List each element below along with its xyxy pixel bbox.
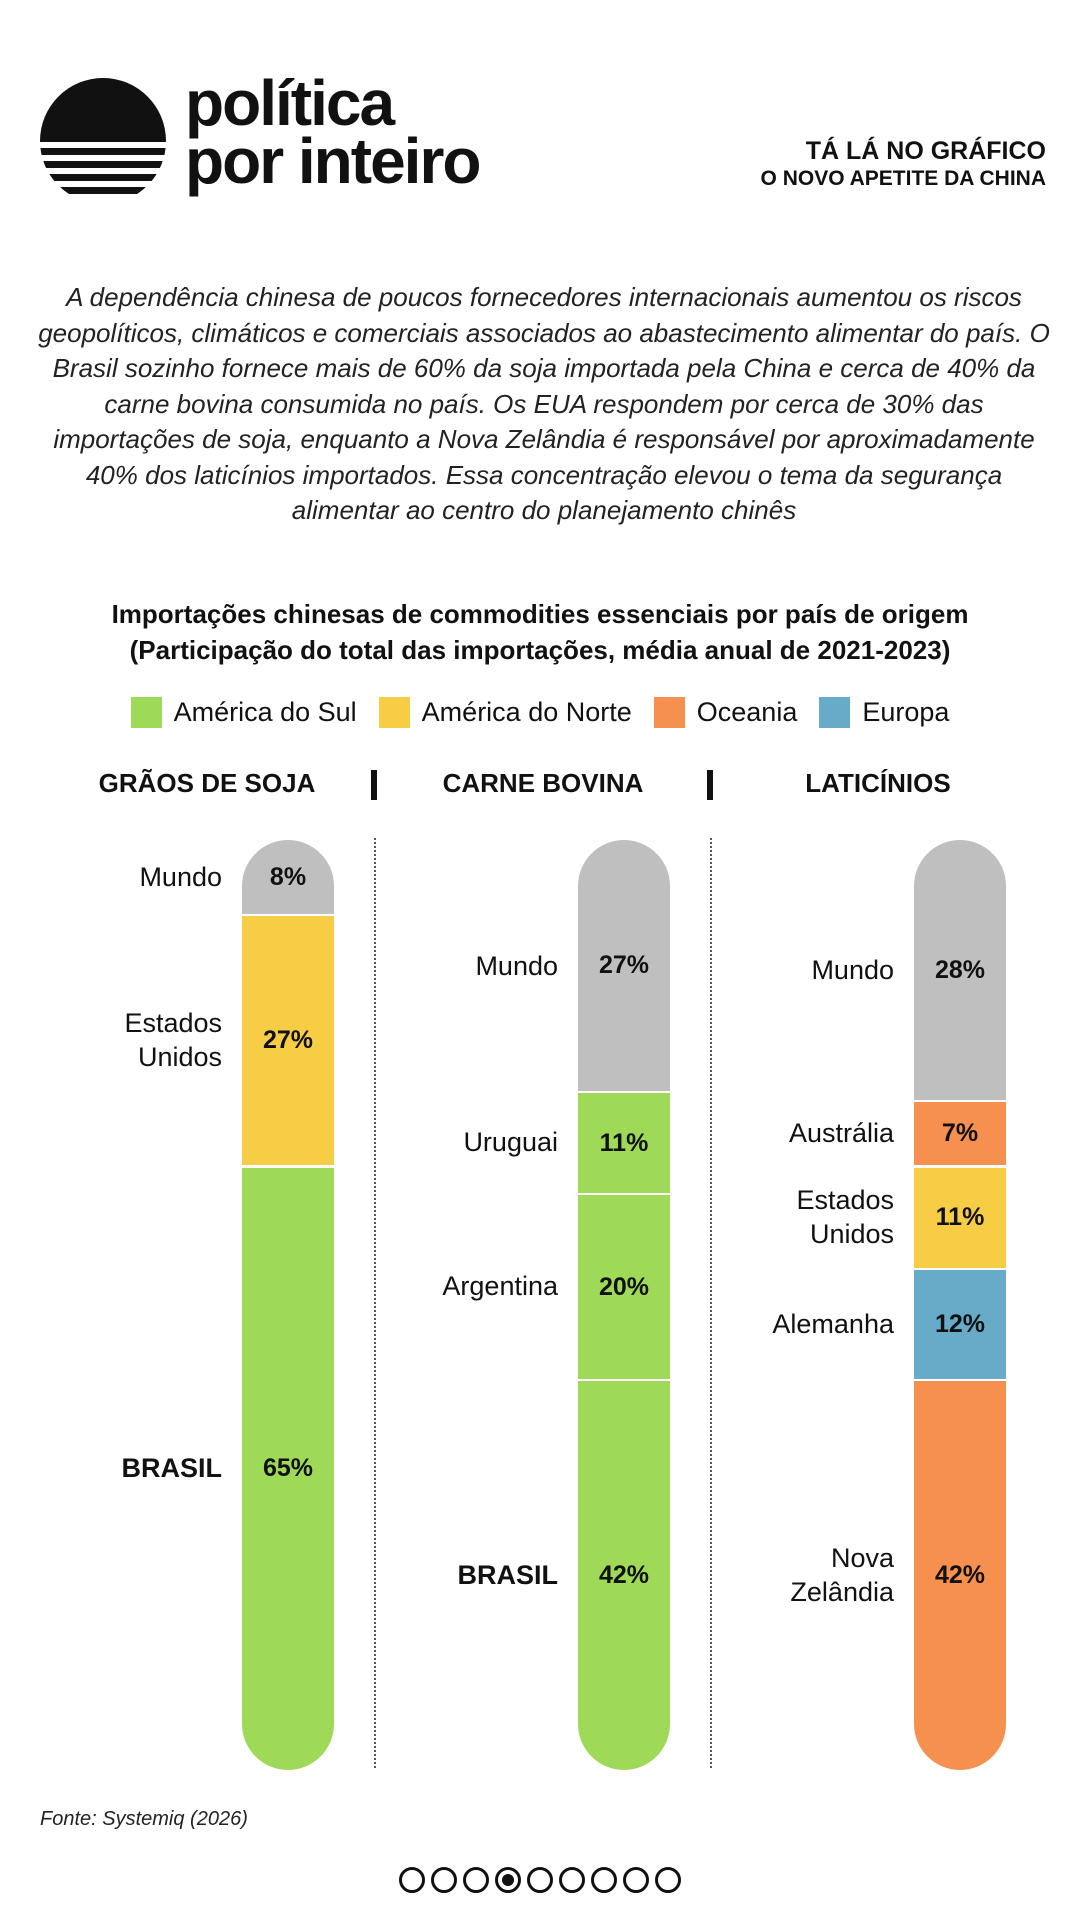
column-header: CARNE BOVINA — [442, 768, 644, 798]
bar-segment: 11% — [914, 1165, 1006, 1268]
legend-swatch — [653, 697, 685, 728]
column-header: GRÃOS DE SOJA — [98, 768, 316, 798]
legend-label: Europa — [862, 697, 950, 727]
pager-dot[interactable] — [527, 1867, 553, 1893]
legend-swatch — [819, 697, 851, 728]
bar-segment: 65% — [242, 1165, 334, 1770]
header-separator — [371, 770, 377, 800]
bar-segment: 20% — [578, 1193, 670, 1380]
pager-dot[interactable] — [559, 1867, 585, 1893]
legend-item: Oceania — [653, 697, 798, 728]
chart-title-block: Importações chinesas de commodities esse… — [30, 596, 1050, 668]
bar-segment: 12% — [914, 1267, 1006, 1380]
chart-title: Importações chinesas de commodities esse… — [111, 599, 969, 629]
bar-segment: 28% — [914, 840, 1006, 1101]
legend-label: América do Norte — [421, 697, 632, 727]
segment-label: BRASIL — [121, 1452, 223, 1483]
brand-line-2: por inteiro — [185, 125, 481, 197]
bar-segment: 8% — [242, 840, 334, 915]
segment-label: Estados Unidos — [124, 1007, 222, 1072]
column-header: LATICÍNIOS — [805, 768, 951, 798]
kicker: TÁ LÁ NO GRÁFICO O NOVO APETITE DA CHINA — [761, 136, 1046, 192]
bar-segment: 42% — [914, 1379, 1006, 1770]
pager-dot[interactable] — [463, 1867, 489, 1893]
column-divider — [710, 838, 712, 1768]
segment-label: Argentina — [442, 1271, 558, 1302]
logo-mark-icon — [40, 78, 166, 194]
segment-label: Nova Zelândia — [790, 1542, 894, 1607]
pager-dot[interactable] — [399, 1867, 425, 1893]
segment-label: Estados Unidos — [796, 1184, 894, 1249]
legend-label: Oceania — [696, 697, 798, 727]
bar-segment: 7% — [914, 1100, 1006, 1166]
column-divider — [374, 838, 376, 1768]
pager-dot-active[interactable] — [495, 1867, 521, 1893]
bar-segment: 27% — [578, 840, 670, 1092]
segment-label: Mundo — [475, 950, 558, 981]
source-note: Fonte: Systemiq (2026) — [40, 1808, 248, 1830]
kicker-line-1: TÁ LÁ NO GRÁFICO — [805, 137, 1046, 165]
intro-text: A dependência chinesa de poucos forneced… — [38, 282, 1050, 525]
legend-label: América do Sul — [173, 697, 357, 727]
segment-label: Alemanha — [772, 1308, 894, 1339]
stacked-bar: 27% 11% 20% 42% — [578, 840, 670, 1770]
legend: América do Sul América do Norte Oceania Eur… — [0, 697, 1080, 728]
brand-wordmark: política por inteiro — [185, 67, 481, 197]
legend-swatch — [378, 697, 410, 728]
pager-dot[interactable] — [655, 1867, 681, 1893]
segment-label: BRASIL — [457, 1559, 559, 1590]
pager-dot[interactable] — [623, 1867, 649, 1893]
segment-label: Mundo — [139, 862, 222, 893]
legend-swatch — [130, 697, 162, 728]
legend-item: América do Norte — [378, 697, 632, 728]
legend-item: América do Sul — [130, 697, 357, 728]
segment-label: Uruguai — [463, 1127, 558, 1158]
segment-label: Mundo — [811, 955, 894, 986]
stacked-bar: 8% 27% 65% — [242, 840, 334, 1770]
brand-line-1: política — [185, 67, 395, 139]
pager-dot[interactable] — [591, 1867, 617, 1893]
bar-segment: 27% — [242, 914, 334, 1166]
bar-segment: 11% — [578, 1091, 670, 1194]
pager-dot[interactable] — [431, 1867, 457, 1893]
stacked-bar: 28% 7% 11% 12% 42% — [914, 840, 1006, 1770]
pager-dots — [0, 1867, 1080, 1893]
bar-segment: 42% — [578, 1379, 670, 1770]
segment-label: Austrália — [788, 1117, 894, 1148]
kicker-line-2: O NOVO APETITE DA CHINA — [760, 167, 1046, 190]
header-separator — [707, 770, 713, 800]
legend-item: Europa — [819, 697, 949, 728]
chart-subtitle: (Participação do total das importações, … — [129, 635, 951, 665]
